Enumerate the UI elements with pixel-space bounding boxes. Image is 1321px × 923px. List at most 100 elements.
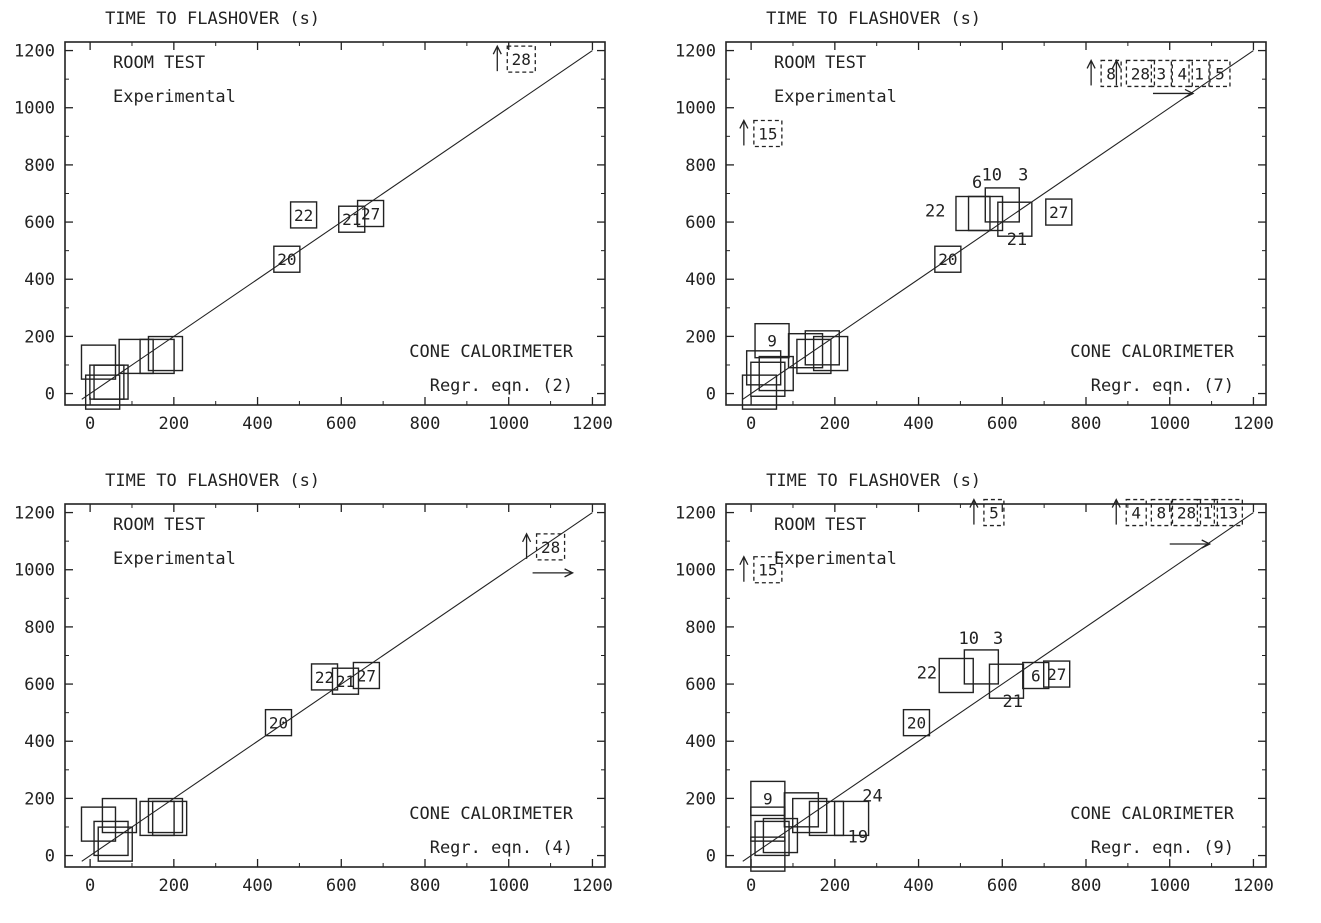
x-axis-sublabel: Regr. eqn. (7) [1091,376,1234,396]
offscale-point-label: 28 [1177,504,1196,523]
data-point [745,350,782,386]
y-tick-label: 200 [685,789,716,809]
x-tick-label: 800 [410,414,441,434]
point-annotation: 3 [1018,166,1028,186]
chart-panel-2: TIME TO FLASHOVER (s) 0 200 400 600 800 1000 12… [661,0,1321,460]
data-point [93,820,129,857]
point-annotation: 22 [917,663,937,683]
offscale-point [506,45,536,73]
plot-frame [725,503,1267,868]
x-tick-label: 600 [326,876,357,896]
regression-line [742,512,1254,862]
data-point [147,797,184,834]
right-arrow-head [1201,539,1212,549]
x-tick-label: 1200 [572,414,613,434]
y-tick-label: 400 [685,732,716,752]
x-tick-label: 400 [903,876,934,896]
offscale-point-label: 28 [1131,64,1150,83]
y-axis-label: ROOM TEST [774,515,866,535]
offscale-point [1188,59,1210,88]
y-tick-label: 200 [24,327,55,347]
data-point [139,338,175,375]
data-point [833,800,870,837]
x-tick-label: 200 [819,876,850,896]
data-point [310,663,339,691]
x-axis-sublabel: Regr. eqn. (4) [430,838,573,858]
x-axis-label: CONE CALORIMETER [409,342,574,362]
y-tick-label: 600 [24,213,55,233]
offscale-point-label: 28 [541,538,560,557]
offscale-point-label: 13 [1219,504,1238,523]
y-tick-label: 0 [45,847,55,867]
x-tick-label: 600 [326,414,357,434]
up-arrow-head [1111,58,1122,69]
data-point-label: 21 [342,210,361,229]
data-point [808,800,845,837]
y-axis-sublabel: Experimental [774,549,897,569]
data-point [93,364,129,400]
offscale-point-label: 1 [1194,64,1204,83]
y-tick-label: 200 [24,789,55,809]
data-point [352,661,381,690]
x-tick-label: 400 [242,414,273,434]
y-tick-label: 200 [685,327,716,347]
offscale-point-label: 1 [1203,504,1213,523]
x-axis-sublabel: Regr. eqn. (2) [430,376,573,396]
data-point [151,800,188,837]
regression-line [81,50,593,400]
offscale-point-label: 5 [1215,64,1225,83]
offscale-point [1209,59,1231,88]
y-axis-label: ROOM TEST [113,53,205,73]
y-tick-label: 600 [685,213,716,233]
plot-frame [64,41,606,406]
data-point-label: 27 [1049,203,1068,222]
point-annotation: 21 [1003,692,1023,712]
y-tick-label: 0 [45,385,55,405]
chart-1: TIME TO FLASHOVER (s)0 200 400 600 800 1000 12… [14,9,613,434]
x-tick-label: 600 [987,876,1018,896]
chart-panel-1: TIME TO FLASHOVER (s) 0 200 400 600 800 1000 12… [0,0,660,460]
y-axis-sublabel: Experimental [113,87,236,107]
y-tick-label: 1000 [675,561,716,581]
offscale-point [1171,498,1202,527]
up-arrow-head [739,555,749,566]
up-arrow-head [492,44,502,55]
chart-2: TIME TO FLASHOVER (s)0 200 400 600 800 1000 12… [675,9,1274,434]
x-tick-label: 1000 [1149,414,1190,434]
right-arrow-head [1184,88,1195,99]
up-arrow-head [969,498,979,508]
chart-4: TIME TO FLASHOVER (s)0 200 400 600 800 1000 12… [675,471,1274,896]
offscale-point-label: 4 [1131,504,1141,523]
y-tick-label: 0 [706,385,716,405]
x-tick-label: 0 [85,414,95,434]
chart-panel-4: TIME TO FLASHOVER (s) 0 200 400 600 800 1000 12… [661,462,1321,922]
chart-panel-3: TIME TO FLASHOVER (s) 0 200 400 600 800 1000 12… [0,462,660,922]
data-point [984,187,1020,223]
data-point [812,335,849,372]
data-point [934,245,962,273]
offscale-point [535,533,566,561]
y-tick-label: 400 [24,732,55,752]
x-tick-label: 1200 [572,876,613,896]
x-tick-label: 200 [819,414,850,434]
x-tick-label: 400 [903,414,934,434]
y-tick-label: 1000 [14,99,55,119]
data-point [264,708,293,737]
x-axis-label: CONE CALORIMETER [1070,804,1235,824]
chart-title: TIME TO FLASHOVER (s) [766,471,981,491]
offscale-point [753,119,783,148]
y-tick-label: 1200 [675,504,716,524]
chart-3: TIME TO FLASHOVER (s)0 200 400 600 800 1000 12… [14,471,613,896]
data-point [750,361,786,397]
data-point-label: 20 [907,714,926,733]
offscale-point [1125,498,1147,527]
point-annotation: 10 [959,629,979,649]
data-point-label: 9 [767,332,777,351]
data-point-label: 27 [361,204,380,223]
chart-title: TIME TO FLASHOVER (s) [766,9,981,29]
data-point-label: 27 [1047,665,1066,684]
data-point [938,657,974,694]
data-point-label: 27 [357,666,376,685]
data-point [273,245,301,273]
chart-title: TIME TO FLASHOVER (s) [105,471,320,491]
